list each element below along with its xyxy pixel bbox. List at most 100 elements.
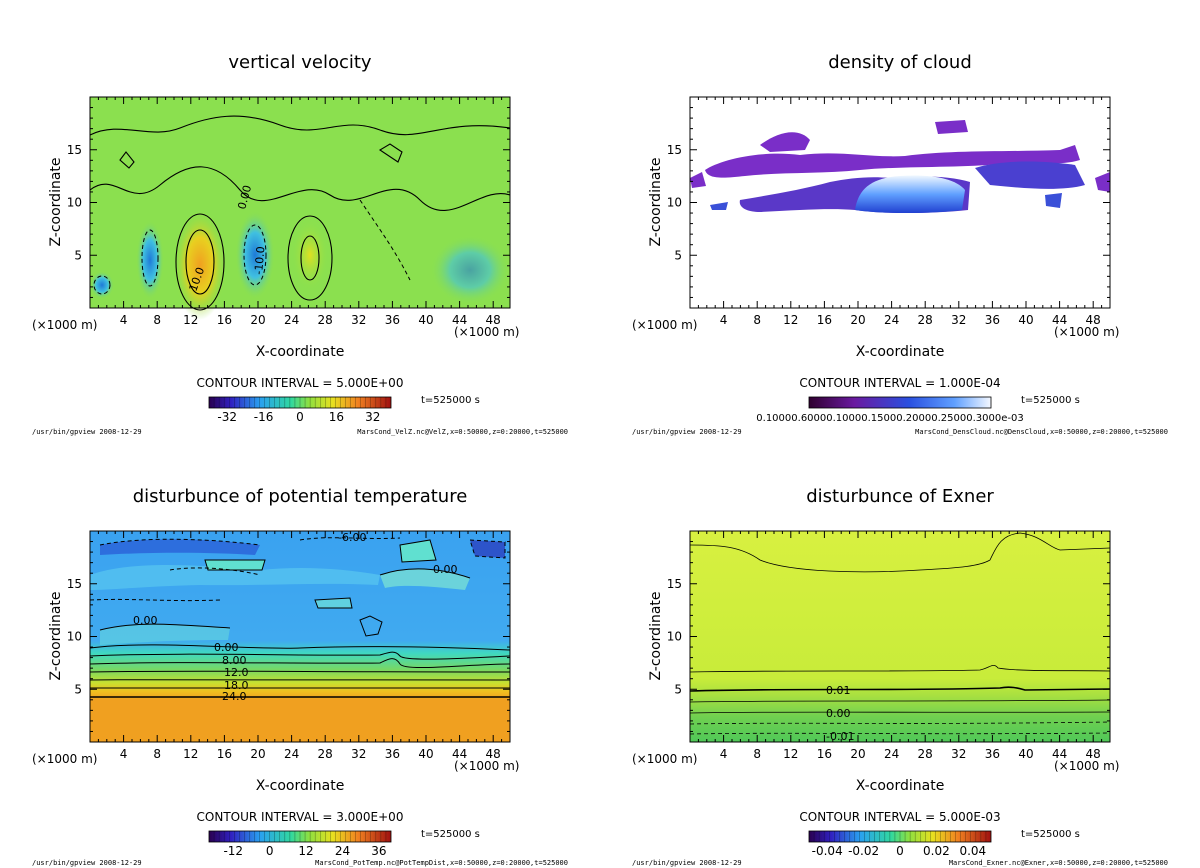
x-tick-label: 44 (452, 313, 467, 327)
contour-interval: CONTOUR INTERVAL = 3.000E+00 (197, 810, 404, 824)
y-axis: 5 10 15 (67, 541, 510, 732)
x-tick-label: 24 (884, 747, 899, 761)
x-tick-label: 20 (850, 313, 865, 327)
contour-interval: CONTOUR INTERVAL = 1.000E-04 (799, 376, 1000, 390)
x-unit-left: (×1000 m) (632, 752, 697, 766)
footer-left: /usr/bin/gpview 2008-12-29 (32, 428, 142, 436)
x-tick-label: 36 (385, 313, 400, 327)
x-tick-label: 8 (753, 313, 761, 327)
x-unit-right: (×1000 m) (454, 759, 519, 773)
y-tick-label: 10 (667, 630, 682, 644)
contour-label: 24.0 (222, 690, 247, 703)
x-tick-label: 4 (120, 313, 128, 327)
x-tick-label: 40 (418, 313, 433, 327)
x-axis: 4 8 12 16 20 24 28 32 36 40 44 48 (697, 531, 1103, 761)
contour-label: 12.0 (224, 666, 249, 679)
contour-lines (89, 539, 511, 698)
downdraft-edge (90, 271, 114, 299)
x-tick-label: 36 (385, 747, 400, 761)
footer-right: MarsCond_PotTemp.nc@PotTempDist,x=0:5000… (315, 859, 568, 867)
x-unit-right: (×1000 m) (1054, 759, 1119, 773)
time-label: t=525000 s (421, 829, 480, 840)
y-tick-label: 10 (667, 196, 682, 210)
x-tick-label: 32 (351, 747, 366, 761)
updraft-core (174, 210, 226, 320)
y-tick-label: 5 (674, 682, 682, 696)
x-unit-left: (×1000 m) (32, 318, 97, 332)
x-tick-label: 16 (817, 747, 832, 761)
y-tick-label: 15 (667, 577, 682, 591)
contour-label: 8.00 (222, 654, 247, 667)
contour-lines (689, 532, 1111, 714)
contour-lines-negative (89, 537, 506, 602)
colorbar-tick-label: 0 (266, 844, 274, 858)
x-tick-label: 28 (918, 747, 933, 761)
x-tick-label: 44 (452, 747, 467, 761)
y-tick-label: 5 (674, 248, 682, 262)
x-tick-label: 24 (284, 747, 299, 761)
x-tick-label: 12 (183, 313, 198, 327)
y-tick-label: 15 (67, 143, 82, 157)
contour-lines-negative (93, 199, 411, 295)
colorbar-tick-label: 0 (296, 410, 304, 424)
x-tick-label: 40 (418, 747, 433, 761)
x-tick-label: 28 (318, 747, 333, 761)
x-tick-label: 48 (1086, 747, 1101, 761)
y-axis-label: Z-coordinate (48, 157, 64, 246)
y-tick-label: 10 (67, 196, 82, 210)
colorbar-tick-label: -0.04 (812, 844, 843, 858)
x-axis-label: X-coordinate (256, 778, 345, 794)
chart-title: disturbunce of potential temperature (133, 486, 468, 507)
x-tick-label: 12 (783, 747, 798, 761)
x-tick-label: 12 (183, 747, 198, 761)
colorbar-tick-label: -32 (217, 410, 237, 424)
upper-structures (90, 539, 505, 645)
colorbar-tick-label: -12 (223, 844, 243, 858)
x-tick-label: 24 (884, 313, 899, 327)
x-unit-left: (×1000 m) (632, 318, 697, 332)
downdraft-core (235, 210, 275, 300)
colorbar-tick-label: -16 (254, 410, 274, 424)
x-tick-label: 24 (284, 313, 299, 327)
time-label: t=525000 s (1021, 395, 1080, 406)
x-tick-label: 20 (250, 747, 265, 761)
y-tick-label: 15 (67, 577, 82, 591)
plot-area (689, 96, 1111, 309)
x-tick-label: 48 (486, 313, 501, 327)
x-axis-label: X-coordinate (856, 778, 945, 794)
chart-title: vertical velocity (228, 52, 372, 73)
contour-label: 0.00 (133, 614, 158, 627)
y-axis-label: Z-coordinate (648, 591, 664, 680)
x-tick-label: 16 (217, 313, 232, 327)
y-tick-label: 10 (67, 630, 82, 644)
colorbar-ticks: -32 -16 0 16 32 (213, 397, 387, 424)
x-axis: 4 8 12 16 20 24 28 32 36 40 44 48 (97, 97, 503, 327)
contour-interval: CONTOUR INTERVAL = 5.000E-03 (799, 810, 1000, 824)
x-tick-label: 4 (720, 313, 728, 327)
y-axis-label: Z-coordinate (648, 157, 664, 246)
x-tick-label: 32 (351, 313, 366, 327)
footer-right: MarsCond_VelZ.nc@VelZ,x=0:50000,z=0:2000… (357, 428, 568, 436)
contour-label: -6.00 (338, 531, 366, 544)
panel-vertical-velocity: vertical velocity (32, 52, 568, 436)
x-tick-label: 32 (951, 313, 966, 327)
contour-label: -10.0 (252, 246, 267, 275)
x-axis-label: X-coordinate (256, 344, 345, 360)
x-tick-label: 36 (985, 747, 1000, 761)
colorbar (808, 396, 992, 409)
colorbar-tick-label: 0 (896, 844, 904, 858)
contour-lines (89, 115, 511, 311)
x-tick-label: 44 (1052, 747, 1067, 761)
colorbar-tick-label: 16 (329, 410, 344, 424)
x-unit-left: (×1000 m) (32, 752, 97, 766)
x-axis: 4 8 12 16 20 24 28 32 36 40 44 48 (697, 97, 1103, 327)
x-tick-label: 44 (1052, 313, 1067, 327)
colorbar-tick-label: 36 (371, 844, 386, 858)
plot-area: 0.01 0.00 -0.01 (689, 530, 1111, 743)
x-tick-label: 12 (783, 313, 798, 327)
y-axis: 5 10 15 (67, 107, 510, 298)
contour-label: -0.01 (826, 730, 854, 743)
panel-potential-temperature: disturbunce of potential temperature (32, 486, 568, 867)
